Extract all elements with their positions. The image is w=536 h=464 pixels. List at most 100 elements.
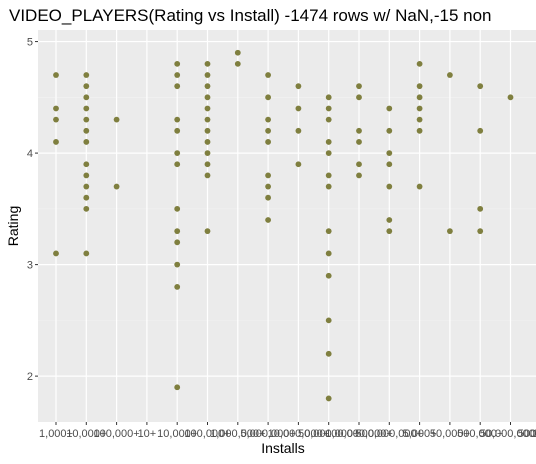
scatter-point: [265, 116, 271, 123]
scatter-point: [174, 205, 181, 212]
scatter-point: [174, 116, 181, 123]
x-tick-label: 10,000,000+: [268, 428, 329, 440]
scatter-point: [447, 228, 453, 235]
scatter-point: [53, 105, 59, 112]
scatter-point: [174, 150, 181, 156]
scatter-point: [234, 49, 241, 56]
scatter-point: [477, 205, 484, 212]
scatter-point: [204, 83, 211, 90]
scatter-point: [325, 317, 332, 324]
x-tick-label: 50,000,000+: [480, 428, 536, 440]
x-ticks: 1,000+10,000+100,000+10+ 10,000+100,000+1…: [39, 422, 536, 440]
scatter-point: [295, 127, 302, 134]
scatter-point: [174, 239, 181, 246]
y-tick-label: 4: [27, 148, 33, 160]
scatter-point: [265, 94, 271, 101]
scatter-point: [174, 384, 181, 391]
scatter-point: [325, 172, 332, 179]
scatter-point: [325, 150, 332, 156]
scatter-point: [325, 183, 332, 190]
scatter-point: [416, 83, 423, 90]
scatter-point: [83, 250, 90, 257]
scatter-point: [53, 116, 59, 123]
scatter-point: [174, 72, 181, 78]
x-tick-label: 50,000,000+: [298, 428, 359, 440]
x-tick-label: 50,000+: [430, 428, 470, 440]
scatter-point: [204, 172, 211, 179]
scatter-point: [356, 172, 362, 179]
y-tick-label: 2: [27, 371, 33, 383]
plot-panel: [38, 30, 536, 422]
scatter-point: [416, 116, 423, 123]
scatter-point: [295, 105, 302, 112]
scatter-point: [83, 83, 90, 90]
scatter-point: [356, 139, 362, 145]
x-axis-title: Installs: [261, 440, 305, 456]
scatter-point: [83, 205, 90, 212]
scatter-point: [265, 183, 271, 190]
scatter-point: [356, 161, 362, 168]
scatter-point: [265, 72, 271, 78]
scatter-point: [325, 94, 332, 101]
x-tick-label: 500,000,000+: [355, 428, 423, 440]
scatter-point: [416, 94, 423, 101]
scatter-point: [174, 228, 181, 235]
scatter-point: [386, 183, 393, 190]
scatter-point: [204, 161, 211, 168]
scatter-point: [295, 83, 302, 90]
scatter-point: [265, 127, 271, 134]
scatter-point: [204, 60, 211, 67]
scatter-point: [174, 60, 181, 67]
scatter-point: [113, 116, 120, 123]
scatter-point: [204, 94, 211, 101]
scatter-point: [325, 395, 332, 402]
scatter-point: [204, 139, 211, 145]
x-tick-label: 10,000+: [157, 428, 197, 440]
scatter-point: [83, 161, 90, 168]
scatter-point: [83, 172, 90, 179]
scatter-point: [83, 105, 90, 112]
scatter-point: [174, 284, 181, 290]
scatter-point: [174, 83, 181, 90]
scatter-point: [356, 94, 362, 101]
x-tick-label: 500,000+: [457, 428, 503, 440]
grid-lines: [38, 30, 536, 422]
scatter-point: [174, 161, 181, 168]
scatter-point: [174, 261, 181, 268]
scatter-point: [416, 127, 423, 134]
x-tick-label: 100,000,000+: [325, 428, 393, 440]
scatter-point: [83, 183, 90, 190]
scatter-point: [477, 228, 484, 235]
scatter-point: [83, 194, 90, 201]
scatter-point: [83, 116, 90, 123]
scatter-point: [234, 60, 241, 67]
scatter-point: [265, 139, 271, 145]
scatter-point: [295, 161, 302, 168]
scatter-point: [53, 250, 59, 257]
y-tick-label: 5: [27, 37, 33, 49]
scatter-point: [325, 139, 332, 145]
scatter-point: [386, 127, 393, 134]
scatter-point: [83, 94, 90, 101]
x-tick-label: 1,000,000,000+: [533, 428, 536, 440]
scatter-point: [447, 72, 453, 78]
scatter-point: [83, 127, 90, 134]
scatter-point: [325, 105, 332, 112]
scatter-point: [416, 105, 423, 112]
scatter-point: [204, 105, 211, 112]
scatter-point: [265, 172, 271, 179]
scatter-point: [356, 83, 362, 90]
scatter-point: [53, 72, 59, 78]
x-tick-label: 100,000+: [94, 428, 140, 440]
scatter-point: [265, 217, 271, 223]
scatter-point: [386, 150, 393, 156]
chart-title: VIDEO_PLAYERS(Rating vs Install) -1474 r…: [9, 6, 492, 25]
scatter-point: [477, 127, 484, 134]
scatter-point: [204, 116, 211, 123]
scatter-point: [174, 127, 181, 134]
scatter-point: [204, 127, 211, 134]
scatter-point: [386, 105, 393, 112]
scatter-point: [386, 217, 393, 223]
scatter-point: [325, 272, 332, 279]
